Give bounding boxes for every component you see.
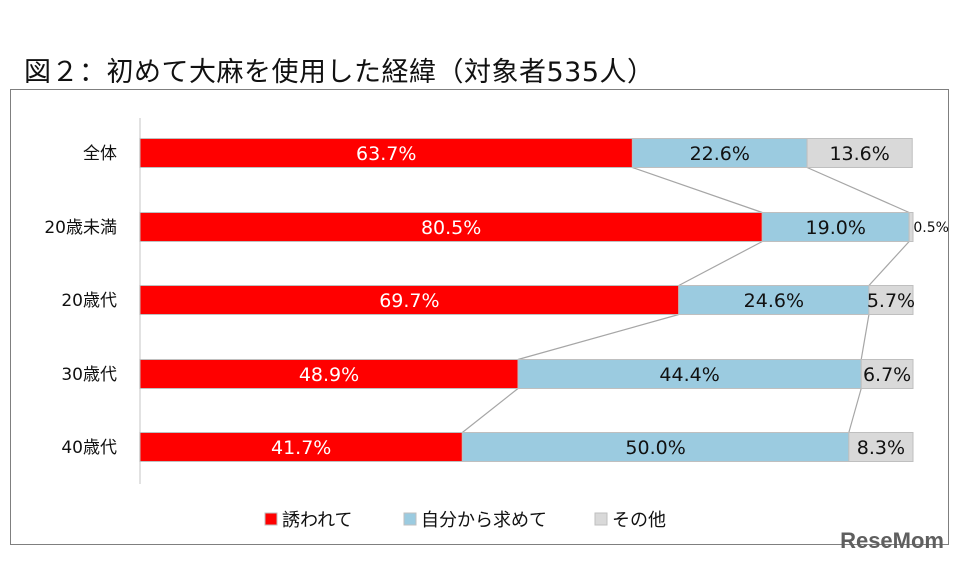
- series-connector-line: [461, 388, 519, 433]
- data-label: 80.5%: [421, 217, 481, 239]
- bar-segment: [139, 432, 463, 462]
- legend-swatch: [403, 512, 417, 526]
- category-label: 30歳代: [61, 365, 117, 385]
- series-connector-line: [678, 240, 763, 287]
- chart-title: 図２：初めて大麻を使用した経緯（対象者535人）: [24, 57, 655, 88]
- category-label: 20歳代: [61, 291, 117, 311]
- legend-swatch: [264, 512, 278, 526]
- legend-swatch: [594, 512, 608, 526]
- bar-segment: [860, 359, 914, 389]
- series-connector-line: [860, 314, 870, 360]
- data-label: 48.9%: [299, 364, 359, 386]
- data-label: 6.7%: [863, 364, 911, 386]
- category-label: 40歳代: [61, 438, 117, 458]
- data-label: 69.7%: [379, 290, 439, 312]
- series-connector-line: [517, 313, 679, 361]
- bar-segment: [139, 359, 519, 389]
- data-label: 8.3%: [857, 437, 905, 459]
- data-label: 63.7%: [356, 143, 416, 165]
- data-label: 24.6%: [744, 290, 804, 312]
- series-connector-line: [868, 241, 910, 286]
- resemom-logo: ReseMom: [840, 528, 944, 553]
- data-label: 41.7%: [271, 437, 331, 459]
- bar-segment: [461, 432, 850, 462]
- data-label: 5.7%: [867, 290, 915, 312]
- bar-segment: [806, 138, 913, 168]
- data-label: 13.6%: [829, 143, 889, 165]
- bar-segment: [761, 212, 910, 242]
- legend-label: 誘われて: [282, 510, 353, 531]
- legend-label: その他: [612, 510, 666, 531]
- data-label: 0.5%: [913, 220, 949, 236]
- bar-segment: [139, 138, 633, 168]
- series-connector-line: [806, 166, 910, 214]
- bar-segment: [868, 285, 914, 315]
- bar-segment: [908, 212, 914, 242]
- bar-segment: [631, 138, 808, 168]
- category-label: 20歳未満: [44, 218, 117, 238]
- bar-segment: [139, 285, 680, 315]
- legend-label: 自分から求めて: [421, 510, 547, 531]
- data-label: 19.0%: [806, 217, 866, 239]
- data-label: 44.4%: [659, 364, 719, 386]
- series-connector-line: [632, 166, 763, 214]
- category-label: 全体: [83, 144, 117, 164]
- data-label: 50.0%: [625, 437, 685, 459]
- chart-frame: [10, 89, 949, 545]
- data-label: 22.6%: [690, 143, 750, 165]
- series-connector-line: [848, 388, 862, 433]
- bar-segment: [848, 432, 914, 462]
